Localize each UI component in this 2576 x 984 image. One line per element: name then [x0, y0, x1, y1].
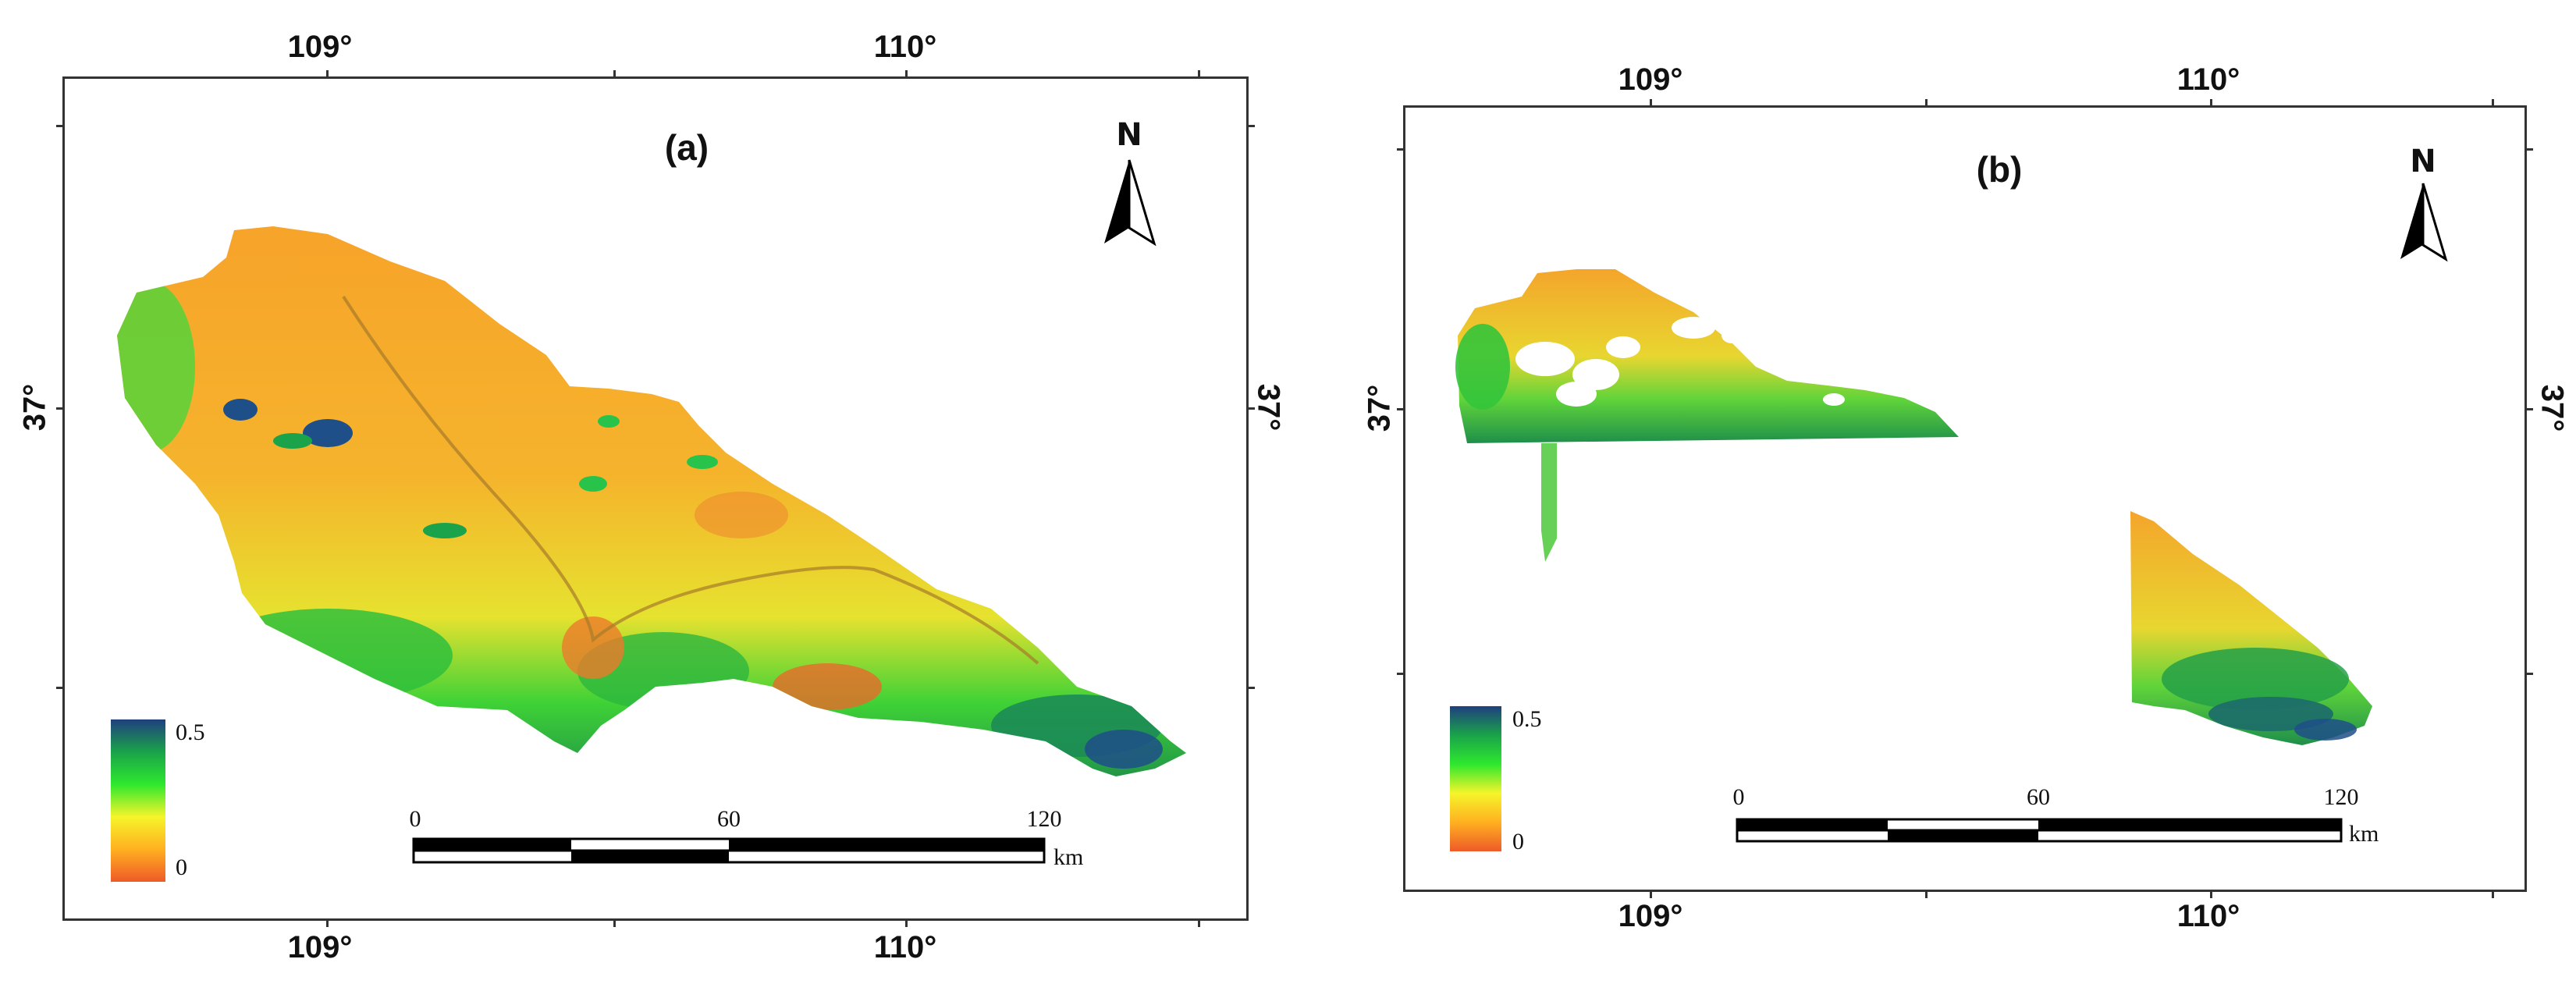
tick-bottom-1: [1650, 890, 1652, 898]
tick-top-3: [2210, 99, 2212, 107]
tick-right-2: [2525, 408, 2533, 410]
tick-top-2: [1925, 99, 1928, 107]
scalebar-tick-0-a: 0: [409, 806, 421, 832]
scalebar-tick-60-a: 60: [717, 806, 741, 832]
panel-label-a: (a): [664, 127, 709, 168]
tick-bottom-4: [2492, 890, 2494, 898]
scalebar-tick-120-b: 120: [2323, 784, 2359, 810]
tick-left-3: [1397, 673, 1405, 675]
north-arrow-left-half: [1104, 160, 1129, 243]
map-frame-b: [1403, 105, 2527, 892]
lon-label-top-1: 109°: [287, 30, 353, 64]
tick-bottom-2: [613, 919, 616, 927]
scalebar-tick-60-b: 60: [2027, 784, 2050, 810]
tick-bottom-1: [326, 919, 329, 927]
legend-ramp-a: [111, 719, 165, 882]
legend-max-b: 0.5: [1512, 706, 1542, 732]
map-panel-b: 109° 110° 109° 110° 37° 37° (b): [1288, 0, 2576, 984]
scalebar-tick-120-a: 120: [1026, 806, 1062, 832]
map-fragment-strip: [1541, 443, 1557, 562]
lon-label-bottom-1: 109°: [287, 930, 353, 964]
tick-bottom-2: [1925, 890, 1928, 898]
scalebar-unit-a: km: [1053, 844, 1084, 870]
map-panel-a: 109° 110° 109° 110° 37° 37° (a): [18, 30, 1286, 964]
north-arrow-right-half: [2421, 183, 2448, 262]
raster-map-a: [111, 159, 1186, 882]
tick-left-3: [56, 687, 64, 689]
tick-bottom-3: [905, 919, 908, 927]
lon-label-bottom-2: 110°: [2176, 899, 2240, 933]
tick-top-2: [613, 70, 616, 78]
tick-left-1: [56, 125, 64, 127]
lon-label-top-2: 110°: [2176, 62, 2240, 97]
tick-top-4: [1198, 70, 1200, 78]
tick-top-1: [1650, 99, 1652, 107]
tick-right-1: [2525, 148, 2533, 151]
scalebar-tick-0-b: 0: [1732, 784, 1745, 810]
lon-label-bottom-2: 110°: [873, 930, 937, 964]
tick-right-3: [1247, 687, 1255, 689]
legend-min-a: 0: [176, 854, 187, 880]
scalebar-unit-b: km: [2349, 821, 2379, 847]
tick-left-1: [1397, 148, 1405, 151]
tick-right-3: [2525, 673, 2533, 675]
panel-label-b: (b): [1976, 149, 2023, 190]
tick-bottom-3: [2210, 890, 2212, 898]
north-letter-a: N: [1116, 117, 1142, 153]
legend-max-a: 0.5: [176, 719, 205, 745]
lon-label-bottom-1: 109°: [1618, 899, 1683, 933]
north-letter-b: N: [2410, 144, 2436, 179]
tick-right-2: [1247, 407, 1255, 410]
tick-left-2: [1397, 408, 1405, 410]
north-arrow-left-half: [2400, 183, 2423, 259]
lon-label-top-1: 109°: [1618, 62, 1683, 97]
lon-label-top-2: 110°: [873, 30, 937, 64]
north-arrow-right-half: [1128, 159, 1157, 247]
tick-left-2: [56, 407, 64, 410]
tick-top-1: [326, 70, 329, 78]
raster-map-b: [1450, 183, 2448, 851]
tick-right-1: [1247, 125, 1255, 127]
tick-top-4: [2492, 99, 2494, 107]
tick-bottom-4: [1198, 919, 1200, 927]
legend-ramp-b: [1450, 706, 1501, 851]
legend-min-b: 0: [1512, 829, 1524, 854]
tick-top-3: [905, 70, 908, 78]
